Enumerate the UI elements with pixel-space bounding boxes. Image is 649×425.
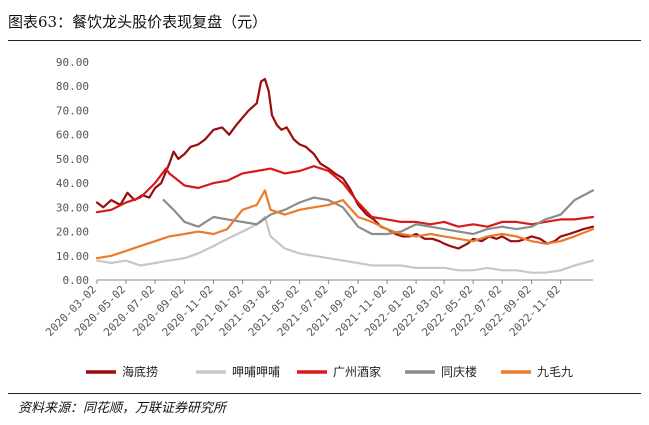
x-axis: 2020-03-022020-05-022020-07-022020-09-02… — [43, 279, 593, 339]
y-tick-label: 90.00 — [56, 56, 89, 69]
figure-title: 图表63：餐饮龙头股价表现复盘（元） — [8, 13, 268, 31]
y-axis: 0.00 10.00 20.00 30.00 40.00 50.00 60.00 70.00 8… — [56, 56, 89, 287]
legend-label: 九毛九 — [537, 365, 573, 379]
legend-label: 同庆楼 — [441, 364, 477, 379]
title-divider — [8, 40, 641, 41]
series-lines — [95, 77, 595, 274]
legend: 海底捞 呷哺呷哺 广州酒家 同庆楼 九毛九 — [86, 364, 573, 379]
y-tick-label: 20.00 — [56, 226, 89, 239]
y-tick-label: 70.00 — [56, 104, 89, 117]
y-tick-label: 80.00 — [56, 80, 89, 93]
y-tick-label: 30.00 — [56, 201, 89, 214]
legend-label: 广州酒家 — [333, 364, 381, 379]
series-line-1 — [95, 77, 595, 250]
price-line-chart: 0.00 10.00 20.00 30.00 40.00 50.00 60.00 70.00 8… — [43, 56, 595, 379]
source-note: 资料来源：同花顺，万联证券研究所 — [18, 401, 227, 416]
source-divider — [8, 393, 641, 394]
series-line-2 — [95, 215, 595, 274]
y-tick-label: 0.00 — [63, 274, 90, 287]
series-line-4 — [162, 189, 595, 236]
series-line-5 — [95, 189, 595, 260]
y-tick-label: 50.00 — [56, 153, 89, 166]
y-tick-label: 60.00 — [56, 129, 89, 142]
legend-label: 呷哺呷哺 — [232, 365, 280, 379]
series-line-3 — [95, 165, 595, 228]
legend-label: 海底捞 — [122, 364, 158, 379]
y-tick-label: 40.00 — [56, 177, 89, 190]
y-tick-label: 10.00 — [56, 250, 89, 263]
